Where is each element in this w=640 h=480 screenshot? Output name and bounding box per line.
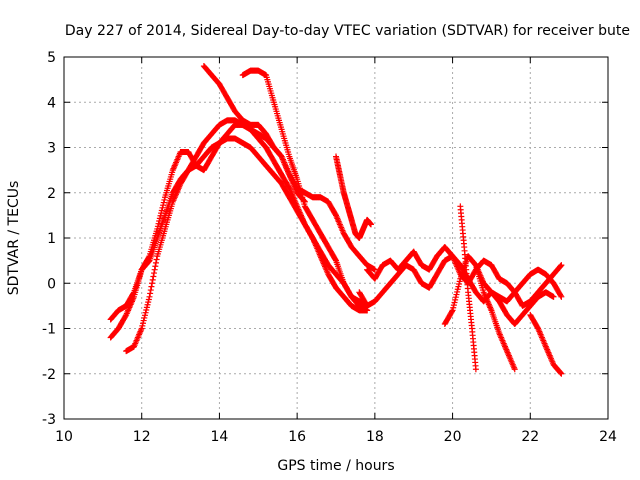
series-track-f [333, 153, 374, 241]
data-point [456, 281, 463, 288]
data-point [151, 270, 158, 277]
data-point [558, 370, 565, 377]
series-track-b [107, 135, 371, 341]
y-axis-label: SDTVAR / TECUs [6, 181, 22, 296]
series-track-d [200, 63, 378, 273]
data-point [455, 283, 462, 290]
x-tick-label: 16 [288, 429, 306, 445]
series-track-c [123, 117, 371, 355]
data-point [557, 262, 564, 269]
data-point [153, 256, 160, 263]
data-point [332, 256, 339, 263]
x-axis-label: GPS time / hours [277, 458, 394, 474]
data-point [152, 263, 159, 270]
x-tick-label: 18 [366, 429, 384, 445]
y-tick-label: 2 [47, 186, 56, 202]
plot-area [107, 63, 565, 377]
x-tick-label: 12 [133, 429, 151, 445]
data-point [160, 199, 167, 206]
y-tick-label: -3 [42, 412, 56, 428]
y-tick-label: 0 [47, 276, 56, 292]
y-tick-label: 1 [47, 231, 56, 247]
x-tick-label: 24 [599, 429, 617, 445]
data-point [371, 266, 378, 273]
data-point [149, 276, 156, 283]
data-point [146, 293, 153, 300]
data-point [143, 304, 150, 311]
data-point [138, 325, 145, 332]
data-point [452, 294, 459, 301]
data-point [160, 202, 167, 209]
data-point [151, 266, 158, 273]
series-track-g [364, 244, 565, 309]
data-point [139, 322, 146, 329]
data-point [454, 288, 461, 295]
data-point [453, 291, 460, 298]
data-point [147, 287, 154, 294]
data-point [558, 262, 565, 269]
data-point [155, 220, 162, 227]
data-point [140, 317, 147, 324]
data-point [145, 299, 152, 306]
data-point [557, 292, 564, 299]
data-point [550, 293, 557, 300]
data-point [147, 290, 154, 297]
data-point [332, 211, 339, 218]
y-tick-label: -2 [42, 367, 56, 383]
y-tick-label: -1 [42, 322, 56, 338]
data-point [558, 293, 565, 300]
data-point [145, 258, 152, 265]
data-point [534, 324, 541, 331]
series-track-k [472, 262, 518, 373]
data-point [141, 312, 148, 319]
data-point [156, 215, 163, 222]
data-point [472, 366, 479, 373]
data-point [454, 286, 461, 293]
data-point [451, 299, 458, 306]
x-tick-label: 10 [55, 429, 73, 445]
x-tick-label: 14 [211, 429, 229, 445]
data-point [140, 320, 147, 327]
data-point [450, 304, 457, 311]
grid-lines [64, 57, 608, 419]
y-tick-label: 5 [47, 50, 56, 66]
data-point [148, 283, 155, 290]
chart-title: Day 227 of 2014, Sidereal Day-to-day VTE… [65, 23, 630, 39]
data-point [141, 314, 148, 321]
y-tick-label: 4 [47, 95, 56, 111]
data-point [448, 308, 455, 315]
data-point [450, 302, 457, 309]
data-point [149, 280, 156, 287]
data-point [511, 366, 518, 373]
plot-frame [63, 56, 609, 420]
x-tick-label: 20 [444, 429, 462, 445]
x-tick-label: 22 [521, 429, 539, 445]
series-track-j [457, 203, 479, 373]
data-point [145, 296, 152, 303]
data-point [456, 278, 463, 285]
data-point [449, 307, 456, 314]
data-point [161, 196, 168, 203]
data-point [152, 259, 159, 266]
series-track-l [527, 311, 565, 377]
data-point [144, 301, 151, 308]
data-point [142, 309, 149, 316]
data-point [158, 207, 165, 214]
data-point [122, 313, 129, 320]
data-point [452, 296, 459, 303]
series-track-e [239, 67, 371, 309]
data-point [143, 307, 150, 314]
y-tick-label: 3 [47, 141, 56, 157]
data-point [159, 204, 166, 211]
data-point [367, 221, 374, 228]
data-point [150, 273, 157, 280]
data-point [285, 184, 292, 191]
data-point [557, 369, 564, 376]
